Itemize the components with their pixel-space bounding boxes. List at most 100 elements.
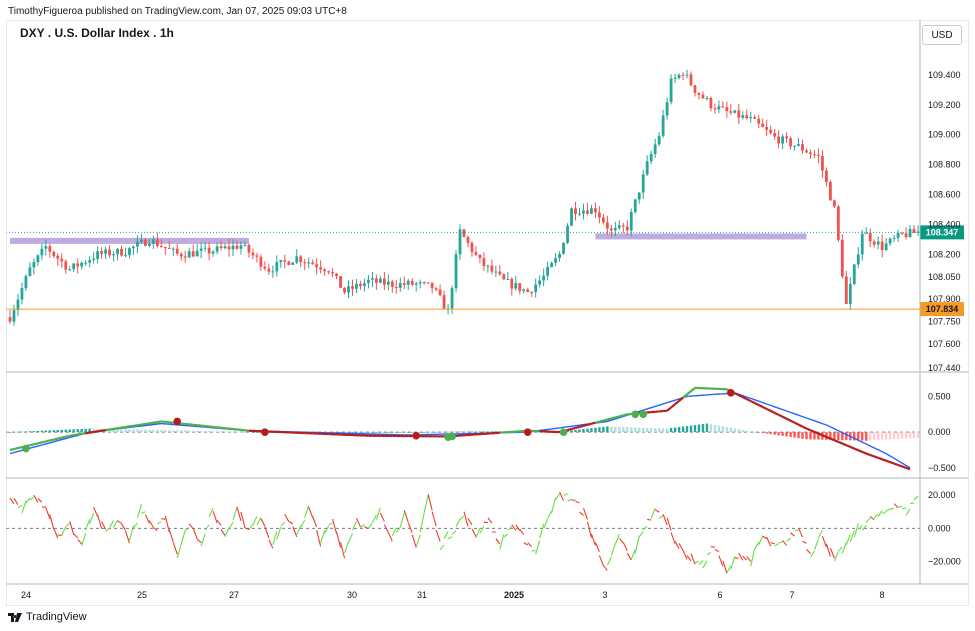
macd-line-segment [690, 387, 696, 392]
candle-body [291, 262, 295, 265]
macd-histogram-bar [148, 429, 151, 433]
oscillator-segment [658, 515, 664, 519]
oscillator-segment [240, 511, 246, 529]
time-tick-label: 2025 [504, 590, 524, 600]
candle-body [637, 192, 641, 200]
oscillator-segment [582, 508, 588, 520]
oscillator-segment [351, 521, 357, 531]
candle-body [279, 260, 283, 263]
macd-histogram-bar [689, 425, 693, 433]
oscillator-segment [288, 520, 294, 525]
candle-body [60, 258, 64, 262]
oscillator-segment [666, 517, 672, 531]
oscillator-segment [614, 534, 620, 545]
oscillator-segment [312, 516, 318, 528]
macd-histogram-bar [701, 424, 705, 433]
oscillator-segment [212, 511, 218, 524]
macd-line-segment [806, 427, 811, 432]
candle-body [681, 74, 685, 76]
macd-line-segment [579, 424, 584, 428]
candle-body [590, 208, 593, 214]
candle-body [530, 291, 534, 293]
macd-line-segment [101, 429, 106, 432]
macd-histogram-bar [793, 432, 796, 438]
candle-body [717, 106, 721, 110]
oscillator-segment [594, 542, 600, 552]
oscillator-segment [141, 511, 146, 514]
price-tick-label: 109.000 [928, 130, 961, 140]
oscillator-segment [157, 521, 162, 525]
macd-histogram-bar [594, 427, 597, 433]
macd-histogram-bar [438, 431, 442, 433]
macd-histogram-bar [865, 432, 868, 441]
candle-body [753, 116, 757, 119]
oscillator-segment [228, 521, 234, 530]
currency-badge[interactable]: USD [922, 25, 962, 45]
macd-line-segment [599, 419, 604, 423]
oscillator-segment [224, 527, 230, 538]
oscillator-segment [507, 526, 513, 531]
macd-histogram-bar [48, 430, 52, 433]
macd-histogram-bar [741, 430, 744, 433]
macd-histogram-bar [36, 430, 40, 433]
macd-histogram-bar [60, 429, 63, 433]
macd-line-segment [89, 430, 94, 434]
macd-cross-marker [559, 428, 568, 436]
oscillator-segment [802, 540, 807, 544]
macd-line-segment [746, 398, 752, 403]
macd-line-segment [742, 396, 748, 401]
candle-body [832, 200, 836, 207]
candle-body [128, 248, 131, 256]
chart-frame[interactable]: 107.834 108.347 0.500 0.000 −0.500 20.000 0.… [6, 20, 969, 606]
macd-histogram-bar [466, 431, 470, 433]
oscillator-segment [881, 511, 887, 514]
macd-histogram-bar [450, 431, 454, 433]
candle-body [657, 135, 661, 145]
candle-body [24, 276, 28, 289]
candle-body [147, 243, 151, 246]
macd-histogram-bar [144, 429, 147, 433]
oscillator-segment [742, 555, 748, 561]
macd-histogram-bar [602, 426, 605, 433]
candle-body [430, 282, 434, 289]
macd-histogram-bar [657, 428, 661, 433]
macd-histogram-bar [391, 432, 394, 433]
candle-body [92, 258, 96, 261]
macd-histogram-bar [685, 426, 689, 433]
candle-body [498, 271, 502, 275]
macd-line-segment [17, 446, 23, 450]
price-tick-label: 107.600 [928, 339, 961, 349]
candle-body [351, 286, 354, 289]
macd-histogram-bar [833, 432, 836, 440]
candle-body [534, 284, 538, 293]
candle-body [283, 260, 287, 262]
macd-line-segment [778, 413, 784, 418]
last-price-tag [920, 225, 964, 240]
macd-line-segment [33, 442, 39, 446]
macd-line-segment [105, 428, 110, 432]
oscillator-segment [304, 505, 310, 518]
macd-line-segment [762, 405, 768, 410]
tradingview-logo[interactable]: TradingView [8, 611, 87, 623]
macd-line-segment [873, 455, 879, 459]
macd-cross-marker [261, 428, 269, 436]
oscillator-segment [415, 534, 421, 548]
macd-histogram-bar [140, 429, 143, 433]
macd-signal-line [9, 392, 911, 469]
macd-histogram-bar [215, 431, 219, 433]
macd-line-segment [845, 444, 851, 448]
time-tick-label: 24 [21, 590, 31, 600]
oscillator-segment [837, 546, 843, 552]
time-tick-label: 8 [879, 590, 884, 600]
macd-line-segment [607, 417, 612, 421]
candle-body [486, 265, 490, 267]
oscillator-segment [833, 551, 839, 562]
candle-body [805, 150, 808, 153]
oscillator-segment [698, 559, 704, 566]
oscillator-segment [559, 491, 565, 501]
macd-line-segment [153, 420, 158, 424]
oscillator-segment [555, 493, 561, 500]
oscillator-segment [300, 519, 306, 528]
oscillator-segment [551, 497, 557, 514]
candle-body [72, 263, 76, 270]
